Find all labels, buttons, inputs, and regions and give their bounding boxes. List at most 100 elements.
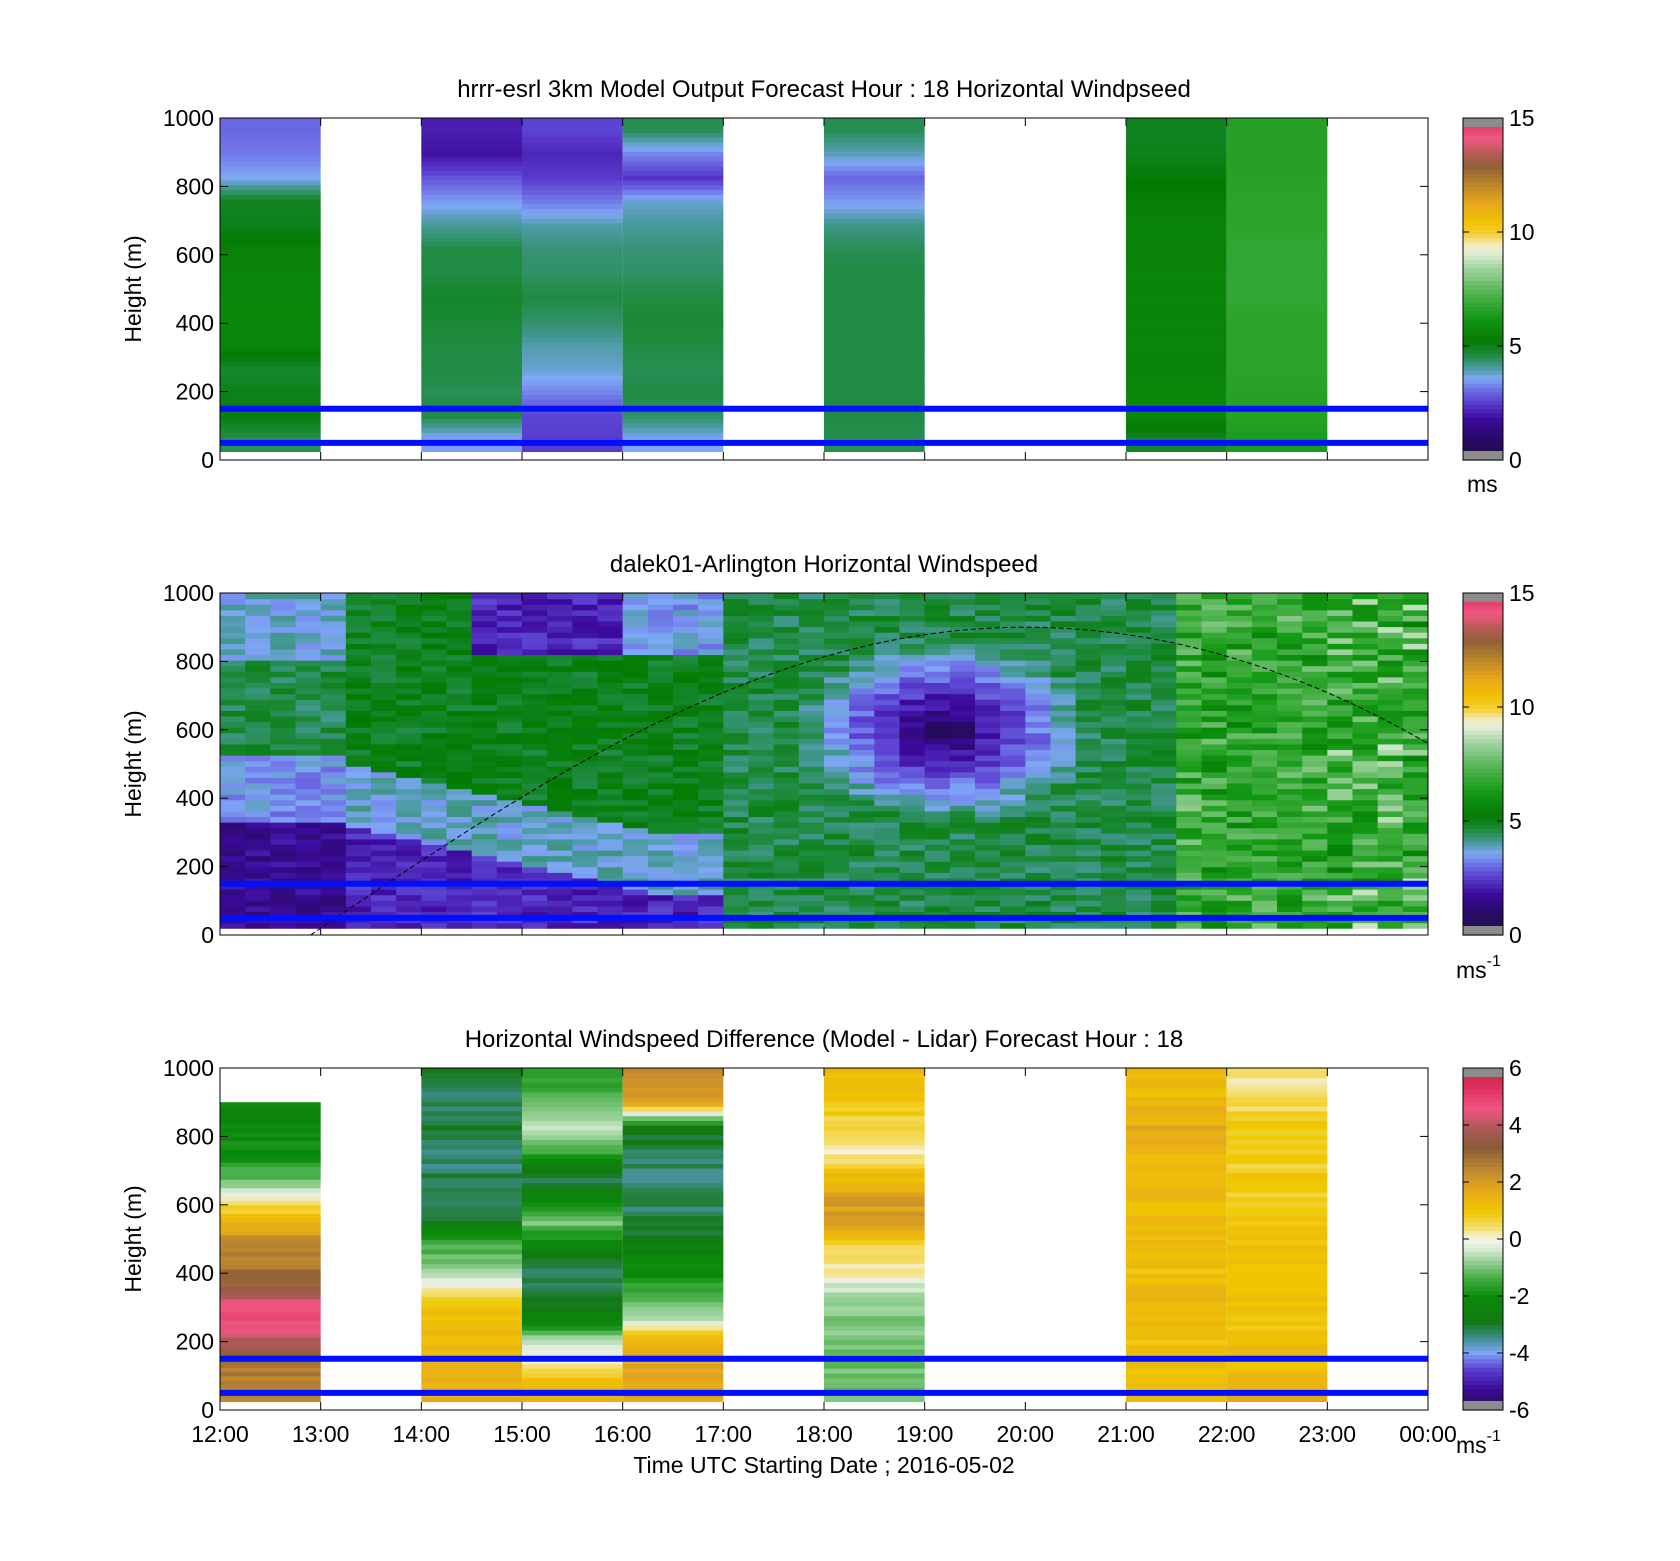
heatmap-cell <box>824 446 925 453</box>
heatmap-cell <box>597 861 624 868</box>
heatmap-cell <box>975 810 1001 818</box>
heatmap-cell <box>421 1387 522 1393</box>
colorbar-swatch <box>1463 1251 1503 1257</box>
heatmap-cell <box>522 1115 623 1121</box>
heatmap-cell <box>572 861 599 868</box>
heatmap-cell <box>1025 648 1052 656</box>
heatmap-cell <box>1075 671 1102 678</box>
heatmap-cell <box>773 822 800 829</box>
heatmap-cell <box>245 615 271 622</box>
heatmap-cell <box>824 318 925 324</box>
heatmap-cell <box>622 604 649 611</box>
heatmap-cell <box>220 279 321 286</box>
heatmap-cell <box>572 838 599 845</box>
heatmap-cell <box>824 232 925 238</box>
heatmap-cell <box>572 833 599 840</box>
heatmap-cell <box>1075 643 1102 650</box>
heatmap-cell <box>748 704 775 711</box>
heatmap-cell <box>371 760 397 767</box>
heatmap-cell <box>1075 676 1102 683</box>
heatmap-cell <box>421 327 522 333</box>
heatmap-cell <box>698 643 724 650</box>
heatmap-cell <box>522 246 623 252</box>
colorbar-swatch <box>1463 1260 1503 1266</box>
heatmap-cell <box>1126 1096 1227 1102</box>
heatmap-cell <box>1126 1291 1227 1298</box>
heatmap-cell <box>1377 844 1404 851</box>
heatmap-cell <box>647 637 674 644</box>
heatmap-cell <box>899 894 926 901</box>
heatmap-cell <box>773 905 800 913</box>
heatmap-cell <box>1226 179 1328 186</box>
heatmap-cell <box>396 838 422 845</box>
colorbar-swatch <box>1463 237 1503 243</box>
heatmap-cell <box>471 794 498 801</box>
heatmap-cell <box>446 822 473 829</box>
heatmap-cell <box>1226 794 1253 801</box>
heatmap-cell <box>924 671 951 678</box>
heatmap-cell <box>547 782 573 790</box>
heatmap-cell <box>1075 905 1102 913</box>
heatmap-cell <box>622 341 724 348</box>
x-tick-label: 16:00 <box>594 1421 652 1447</box>
heatmap-cell <box>371 715 397 723</box>
heatmap-cell <box>1201 609 1228 616</box>
heatmap-cell <box>1226 743 1253 751</box>
heatmap-cell <box>1075 598 1102 605</box>
heatmap-cell <box>496 760 523 767</box>
heatmap-cell <box>798 727 825 734</box>
heatmap-cell <box>1251 900 1278 907</box>
heatmap-cell <box>1226 894 1253 901</box>
heatmap-cell <box>1226 727 1253 734</box>
heatmap-cell <box>245 777 271 784</box>
heatmap-cell <box>622 1115 724 1121</box>
colorbar-swatch <box>1463 1273 1503 1279</box>
heatmap-cell <box>421 118 522 124</box>
heatmap-cell <box>320 749 347 756</box>
heatmap-cell <box>1226 437 1328 443</box>
colorbar-swatch <box>1463 301 1503 307</box>
heatmap-cell <box>798 687 825 695</box>
heatmap-cell <box>698 766 724 773</box>
heatmap-cell <box>572 866 599 873</box>
heatmap-cell <box>1277 593 1303 600</box>
heatmap-cell <box>1352 654 1379 661</box>
heatmap-cell <box>622 866 649 873</box>
heatmap-cell <box>572 710 599 717</box>
heatmap-cell <box>1226 900 1253 907</box>
colorbar-swatch <box>1463 212 1503 217</box>
heatmap-cell <box>220 127 321 133</box>
heatmap-cell <box>1000 671 1026 678</box>
heatmap-cell <box>824 1110 925 1117</box>
heatmap-cell <box>824 1239 925 1245</box>
heatmap-cell <box>270 855 297 862</box>
heatmap-cell <box>698 704 724 711</box>
heatmap-cell <box>220 380 321 386</box>
heatmap-cell <box>220 872 246 879</box>
heatmap-cell <box>824 1163 925 1169</box>
heatmap-cell <box>1226 687 1253 695</box>
heatmap-cell <box>975 687 1001 695</box>
heatmap-cell <box>924 760 951 767</box>
heatmap-cell <box>270 604 297 611</box>
heatmap-cell <box>295 905 322 913</box>
heatmap-cell <box>1126 1168 1227 1174</box>
colorbar-tick-label: 4 <box>1509 1112 1522 1138</box>
heatmap-cell <box>1352 799 1379 806</box>
heatmap-cell <box>371 665 397 672</box>
heatmap-cell <box>547 810 573 818</box>
heatmap-cell <box>522 227 623 233</box>
heatmap-cell <box>849 838 875 845</box>
heatmap-cell <box>723 609 750 616</box>
heatmap-cell <box>1277 855 1303 862</box>
heatmap-cell <box>1277 861 1303 868</box>
heatmap-cell <box>396 760 422 767</box>
heatmap-cell <box>496 604 523 611</box>
heatmap-cell <box>597 604 624 611</box>
heatmap-cell <box>773 810 800 818</box>
heatmap-cell <box>220 370 321 376</box>
heatmap-cell <box>345 782 372 790</box>
heatmap-cell <box>1126 693 1152 700</box>
heatmap-cell <box>471 833 498 840</box>
colorbar-swatch <box>1463 1311 1503 1317</box>
